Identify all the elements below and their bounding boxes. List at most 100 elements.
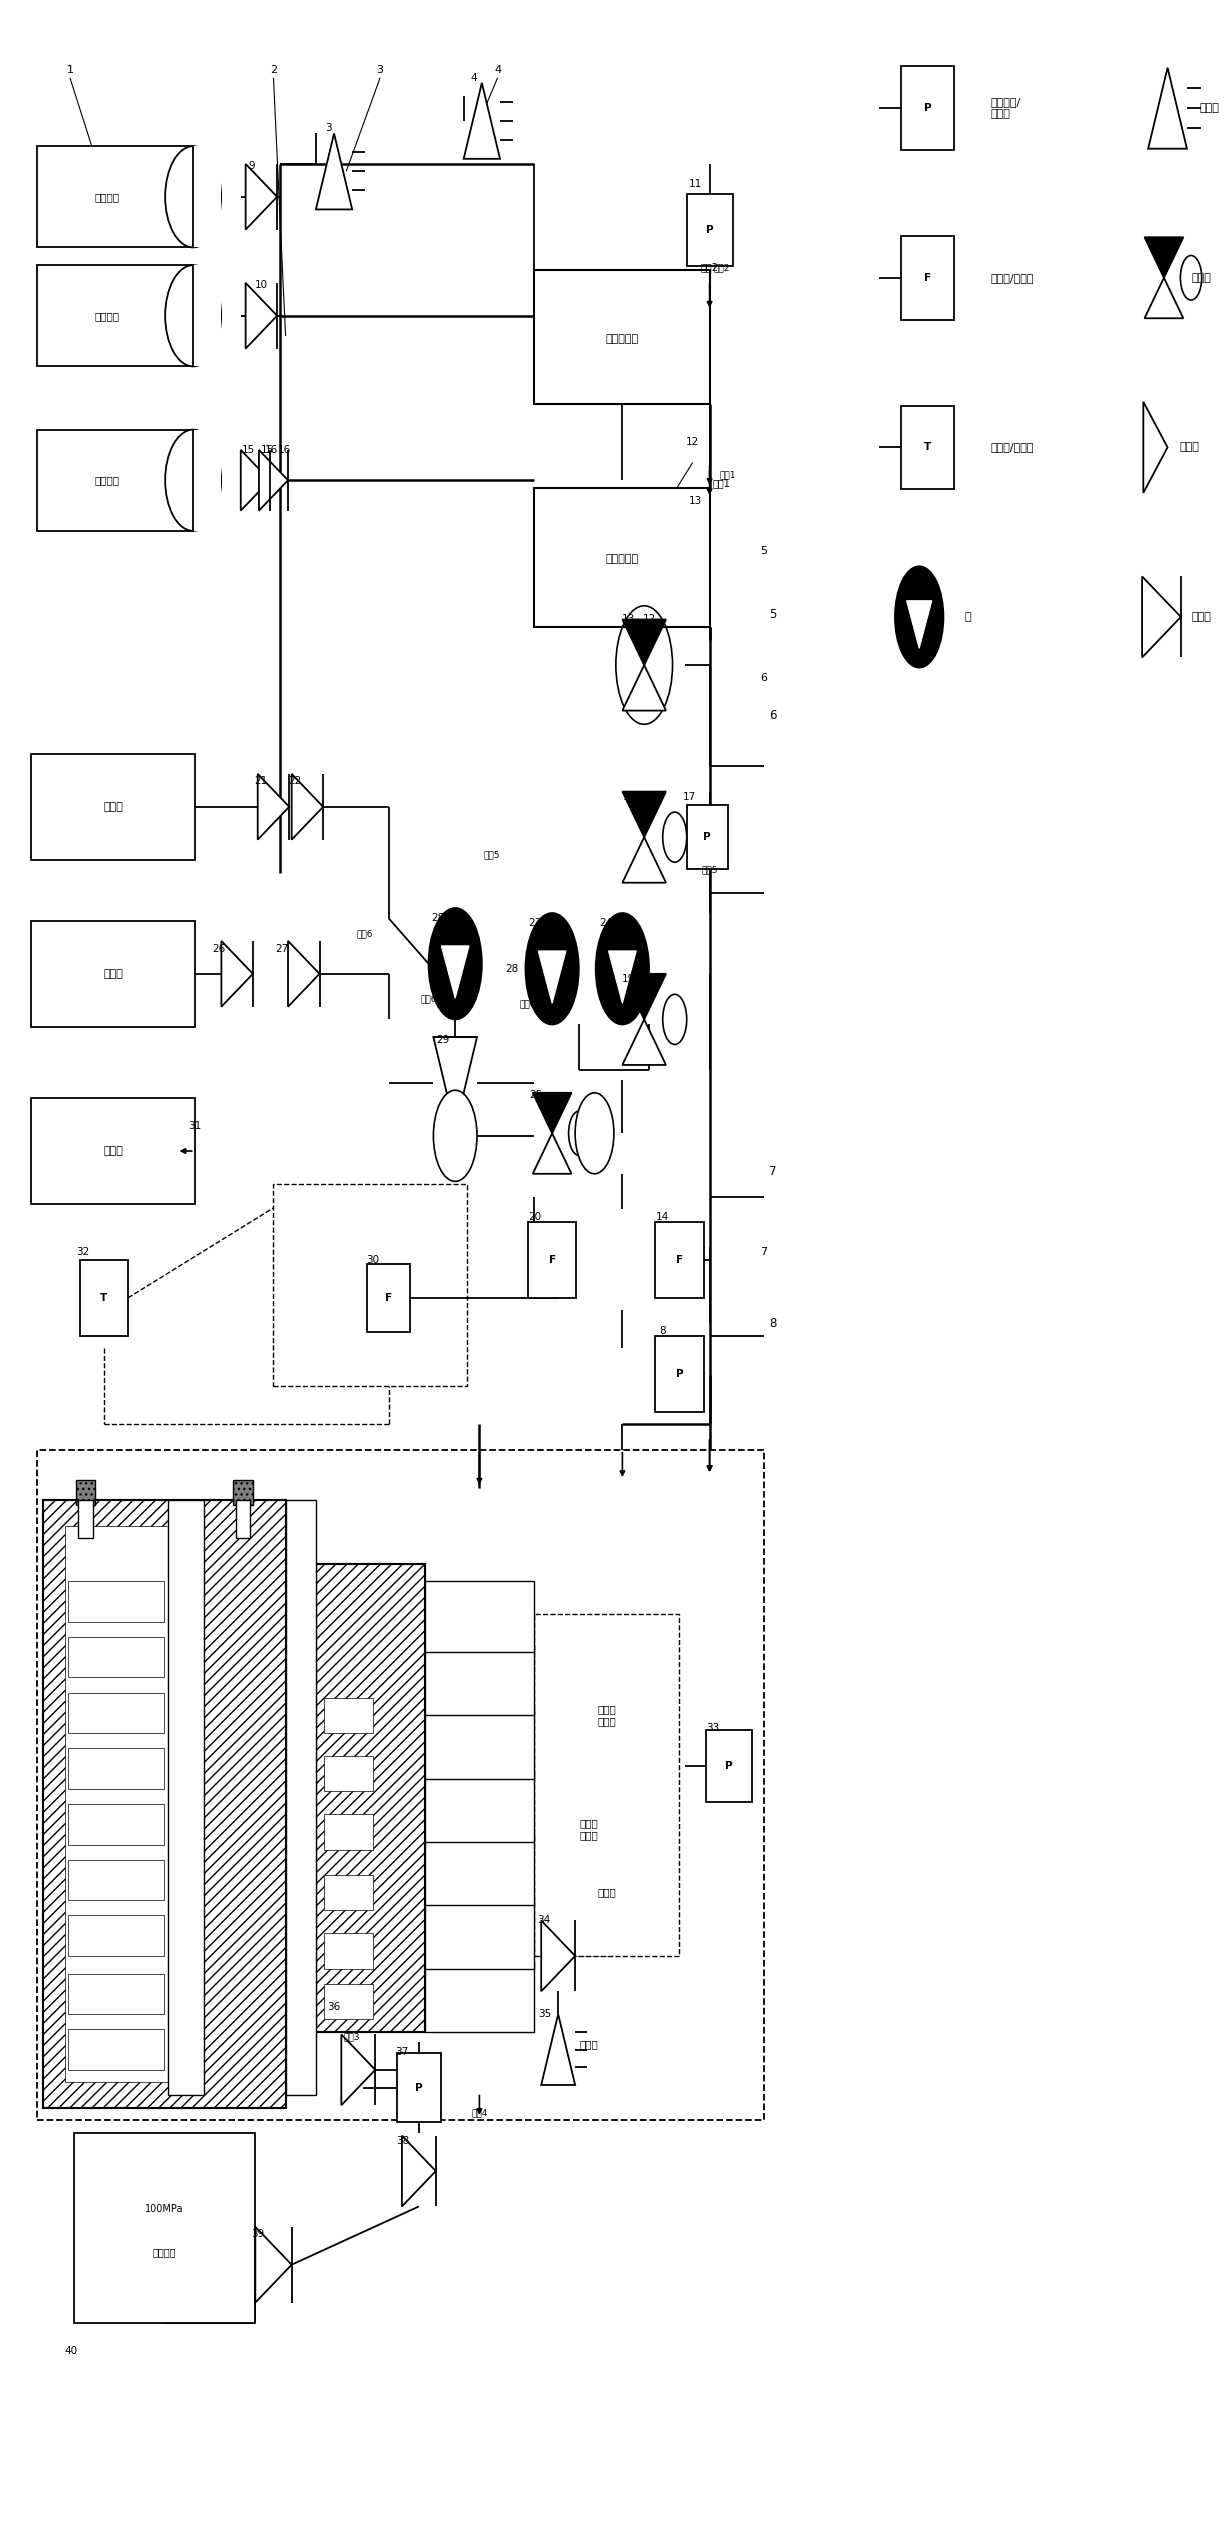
Bar: [325, 1815, 373, 1850]
Text: P: P: [726, 1761, 733, 1771]
Ellipse shape: [165, 145, 221, 247]
Text: 38: 38: [396, 2135, 410, 2145]
Circle shape: [525, 914, 579, 1026]
Text: 22: 22: [289, 776, 301, 786]
Text: 液压油泵: 液压油泵: [153, 2247, 176, 2257]
Bar: [43, 1502, 285, 2107]
Text: P: P: [704, 832, 711, 842]
Text: 37: 37: [395, 2046, 408, 2056]
Circle shape: [568, 1112, 590, 1155]
Circle shape: [576, 1092, 614, 1173]
Polygon shape: [1148, 69, 1187, 148]
Bar: [80, 1260, 128, 1336]
Bar: [68, 2028, 165, 2069]
Bar: [31, 921, 194, 1028]
Polygon shape: [341, 2033, 375, 2105]
Text: 15: 15: [241, 445, 255, 456]
Polygon shape: [1145, 277, 1183, 318]
Text: P: P: [675, 1369, 683, 1379]
Text: 12: 12: [642, 613, 656, 624]
Text: 5: 5: [760, 547, 768, 557]
Text: 24: 24: [599, 919, 613, 929]
Text: 32: 32: [76, 1247, 90, 1257]
Bar: [169, 1502, 204, 2095]
Polygon shape: [1145, 237, 1183, 277]
Text: 传感1: 传感1: [720, 471, 736, 478]
Text: 25: 25: [530, 1089, 542, 1099]
Text: 安装台: 安装台: [579, 2039, 598, 2049]
Text: F: F: [924, 272, 931, 282]
Text: 传感2: 传感2: [701, 262, 718, 272]
Bar: [68, 1748, 165, 1789]
Ellipse shape: [165, 265, 221, 366]
Text: 压力传感/
传感器: 压力传感/ 传感器: [990, 97, 1021, 120]
Bar: [686, 804, 728, 870]
Bar: [192, 265, 221, 366]
Text: 加热器
控制器: 加热器 控制器: [598, 1705, 616, 1726]
Text: 传感1: 传感1: [712, 478, 731, 489]
Bar: [316, 1563, 424, 2031]
Text: 传感6: 传感6: [421, 995, 437, 1003]
Polygon shape: [541, 1921, 576, 1990]
Polygon shape: [433, 1038, 477, 1127]
Circle shape: [595, 914, 649, 1026]
Polygon shape: [622, 618, 665, 664]
Bar: [65, 1524, 169, 2082]
Text: 3: 3: [376, 66, 384, 76]
Text: 20: 20: [529, 1211, 541, 1222]
Text: 传感6: 传感6: [355, 929, 373, 937]
Text: 36: 36: [327, 2000, 341, 2011]
Polygon shape: [258, 774, 289, 840]
Circle shape: [663, 812, 686, 863]
Text: 流量计/传感器: 流量计/传感器: [990, 272, 1034, 282]
Text: 泵: 泵: [964, 611, 970, 621]
Polygon shape: [292, 774, 323, 840]
Text: T: T: [100, 1293, 107, 1303]
Bar: [37, 265, 193, 366]
Bar: [656, 1336, 704, 1412]
Text: P: P: [415, 2082, 423, 2092]
Text: 储水箱: 储水箱: [103, 970, 123, 980]
Bar: [424, 1962, 534, 2031]
Text: 100MPa: 100MPa: [145, 2204, 183, 2214]
Polygon shape: [1144, 402, 1167, 494]
Text: 5: 5: [769, 608, 776, 621]
Bar: [68, 1860, 165, 1901]
Bar: [68, 1580, 165, 1621]
Bar: [37, 145, 193, 247]
Polygon shape: [241, 450, 269, 512]
Polygon shape: [622, 791, 665, 837]
Polygon shape: [402, 2135, 435, 2207]
Bar: [397, 2054, 440, 2123]
Text: 液氮罐: 液氮罐: [103, 802, 123, 812]
Bar: [424, 1771, 534, 1843]
Text: F: F: [675, 1255, 683, 1265]
Bar: [68, 1972, 165, 2013]
Text: 温度计/传感器: 温度计/传感器: [990, 443, 1034, 453]
Bar: [902, 405, 954, 489]
Text: 27: 27: [276, 944, 289, 954]
Bar: [234, 1481, 253, 1504]
Bar: [68, 1692, 165, 1733]
Text: 18: 18: [624, 791, 636, 802]
Text: 传感5: 传感5: [483, 850, 499, 860]
Bar: [325, 1983, 373, 2018]
Text: 传感4: 传感4: [471, 2107, 487, 2117]
Bar: [43, 1502, 285, 2107]
Text: 1: 1: [66, 66, 74, 76]
Text: 传感6: 传感6: [519, 1000, 536, 1008]
Polygon shape: [1143, 578, 1181, 657]
Bar: [367, 1265, 411, 1331]
Text: 40: 40: [65, 2346, 77, 2357]
Text: 31: 31: [188, 1120, 202, 1130]
Polygon shape: [622, 975, 665, 1021]
Text: F: F: [549, 1255, 556, 1265]
Bar: [424, 1580, 534, 1652]
Text: 7: 7: [760, 1247, 768, 1257]
Text: 4: 4: [470, 74, 477, 84]
Polygon shape: [609, 952, 636, 1003]
Polygon shape: [246, 163, 277, 229]
Polygon shape: [622, 1021, 665, 1064]
Text: 13: 13: [622, 613, 635, 624]
Polygon shape: [907, 601, 932, 649]
